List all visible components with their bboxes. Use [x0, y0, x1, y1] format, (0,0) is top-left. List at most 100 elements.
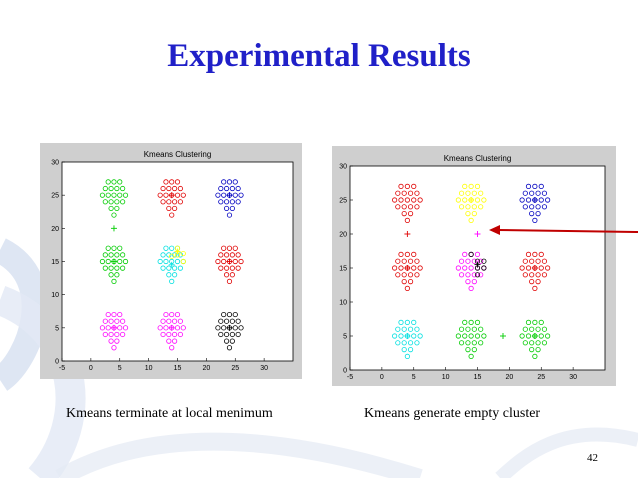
data-point [474, 197, 481, 203]
data-point [108, 331, 114, 338]
data-point [529, 347, 535, 353]
data-point [226, 245, 233, 251]
data-point [522, 272, 528, 278]
data-point [223, 272, 230, 278]
data-point [221, 311, 227, 318]
data-point [411, 251, 417, 258]
data-point [411, 333, 417, 339]
data-point [414, 204, 420, 210]
data-point [414, 272, 420, 278]
data-point [223, 318, 230, 324]
data-point [471, 279, 477, 285]
data-point [160, 199, 166, 205]
data-point [395, 272, 401, 278]
data-point [532, 285, 538, 291]
data-point [174, 258, 181, 265]
data-point [398, 333, 404, 339]
data-point [120, 265, 126, 271]
data-point [541, 340, 548, 346]
data-point [218, 265, 224, 271]
x-tick-label: 5 [412, 374, 416, 381]
data-point [414, 326, 420, 332]
data-point [114, 272, 120, 278]
data-point [169, 253, 175, 259]
data-point [172, 185, 178, 192]
data-point [465, 340, 471, 346]
data-point [160, 265, 166, 271]
data-point [474, 183, 481, 190]
data-point [117, 311, 123, 318]
data-point [232, 179, 238, 185]
data-point [398, 265, 404, 271]
data-point [163, 258, 169, 265]
data-point [407, 347, 414, 353]
data-point [535, 326, 541, 332]
data-point [111, 179, 117, 185]
data-point [411, 183, 417, 190]
data-point [535, 340, 541, 346]
data-point [235, 331, 241, 338]
data-point [235, 199, 241, 205]
data-point [471, 340, 477, 346]
data-point [99, 325, 106, 331]
data-point [120, 185, 126, 192]
data-point [180, 192, 186, 198]
data-point [105, 258, 111, 265]
data-point [177, 252, 183, 258]
data-point [471, 190, 477, 196]
data-point [468, 333, 474, 339]
data-point [407, 190, 414, 196]
data-point [177, 331, 183, 338]
data-point [111, 311, 117, 318]
data-point [99, 192, 106, 198]
data-point [172, 265, 178, 271]
data-point [174, 311, 181, 318]
data-point [166, 252, 172, 258]
data-point [458, 340, 465, 346]
data-point [417, 197, 423, 203]
data-point [218, 318, 224, 324]
data-point [226, 179, 233, 185]
data-point [114, 252, 120, 258]
x-tick-label: 15 [474, 374, 482, 381]
data-point [232, 311, 238, 318]
data-point [117, 179, 123, 185]
data-point [535, 258, 541, 264]
data-point [122, 258, 129, 265]
caption-right: Kmeans generate empty cluster [364, 406, 541, 421]
data-point [395, 340, 401, 346]
data-point [398, 197, 404, 203]
data-point [538, 333, 544, 339]
data-point [392, 333, 398, 339]
data-point [458, 258, 465, 264]
data-point [218, 331, 224, 338]
data-point [519, 265, 525, 271]
data-point [226, 311, 233, 318]
data-point [535, 279, 541, 285]
data-point [174, 325, 181, 331]
data-point [166, 338, 172, 344]
y-tick-label: 5 [343, 334, 347, 341]
data-point [478, 340, 484, 346]
data-point [407, 204, 414, 210]
data-point [468, 265, 474, 271]
data-point [401, 258, 407, 264]
data-point [223, 185, 230, 192]
data-point [407, 340, 414, 346]
data-point [105, 179, 111, 185]
data-point [455, 197, 461, 203]
data-point [395, 190, 401, 196]
x-tick-label: 15 [174, 365, 182, 372]
data-point [235, 318, 241, 324]
data-point [166, 272, 172, 278]
data-point [105, 311, 111, 318]
data-point [465, 279, 471, 285]
data-point [478, 326, 484, 332]
data-point [235, 265, 241, 271]
data-point [407, 272, 414, 278]
data-point [232, 258, 238, 265]
caption-left: Kmeans terminate at local menimum [66, 406, 273, 421]
data-point [395, 326, 401, 332]
data-point [163, 325, 169, 331]
data-point [122, 325, 129, 331]
